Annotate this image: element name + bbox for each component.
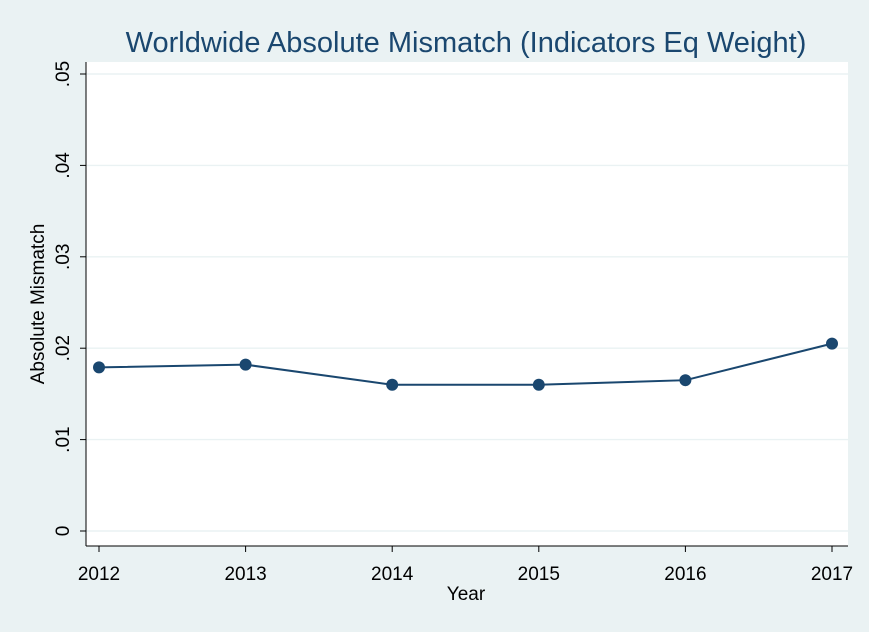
x-tick-label: 2012 — [78, 564, 120, 585]
gridlines — [86, 73, 848, 532]
data-point — [93, 361, 105, 374]
y-tick-label: .01 — [53, 426, 74, 452]
y-tick-label: .05 — [53, 61, 74, 87]
x-tick-label: 2015 — [518, 564, 560, 585]
y-tick-label: .04 — [53, 152, 74, 179]
data-point — [239, 358, 252, 371]
data-point — [386, 378, 399, 391]
plot-area — [86, 62, 848, 546]
data-point — [679, 374, 692, 387]
y-axis-title: Absolute Mismatch — [28, 224, 49, 385]
x-tick-label: 2016 — [664, 564, 706, 585]
series-line — [98, 342, 833, 386]
y-tick-label: .02 — [53, 335, 74, 361]
y-axis-ticks: 0 .01 .02 .03 .04 .05 — [53, 61, 86, 537]
axes — [85, 62, 848, 547]
x-tick-label: 2013 — [224, 564, 266, 585]
y-tick-label: .03 — [53, 244, 74, 270]
x-tick-label: 2014 — [371, 564, 414, 585]
x-axis-ticks: 2012 2013 2014 2015 2016 2017 — [78, 546, 853, 585]
x-tick-label: 2017 — [811, 564, 853, 585]
chart-title: Worldwide Absolute Mismatch (Indicators … — [126, 27, 807, 59]
y-tick-label: 0 — [53, 526, 74, 537]
data-point — [826, 337, 838, 350]
data-series — [93, 337, 838, 391]
data-point — [532, 378, 545, 391]
x-axis-title: Year — [447, 584, 486, 605]
